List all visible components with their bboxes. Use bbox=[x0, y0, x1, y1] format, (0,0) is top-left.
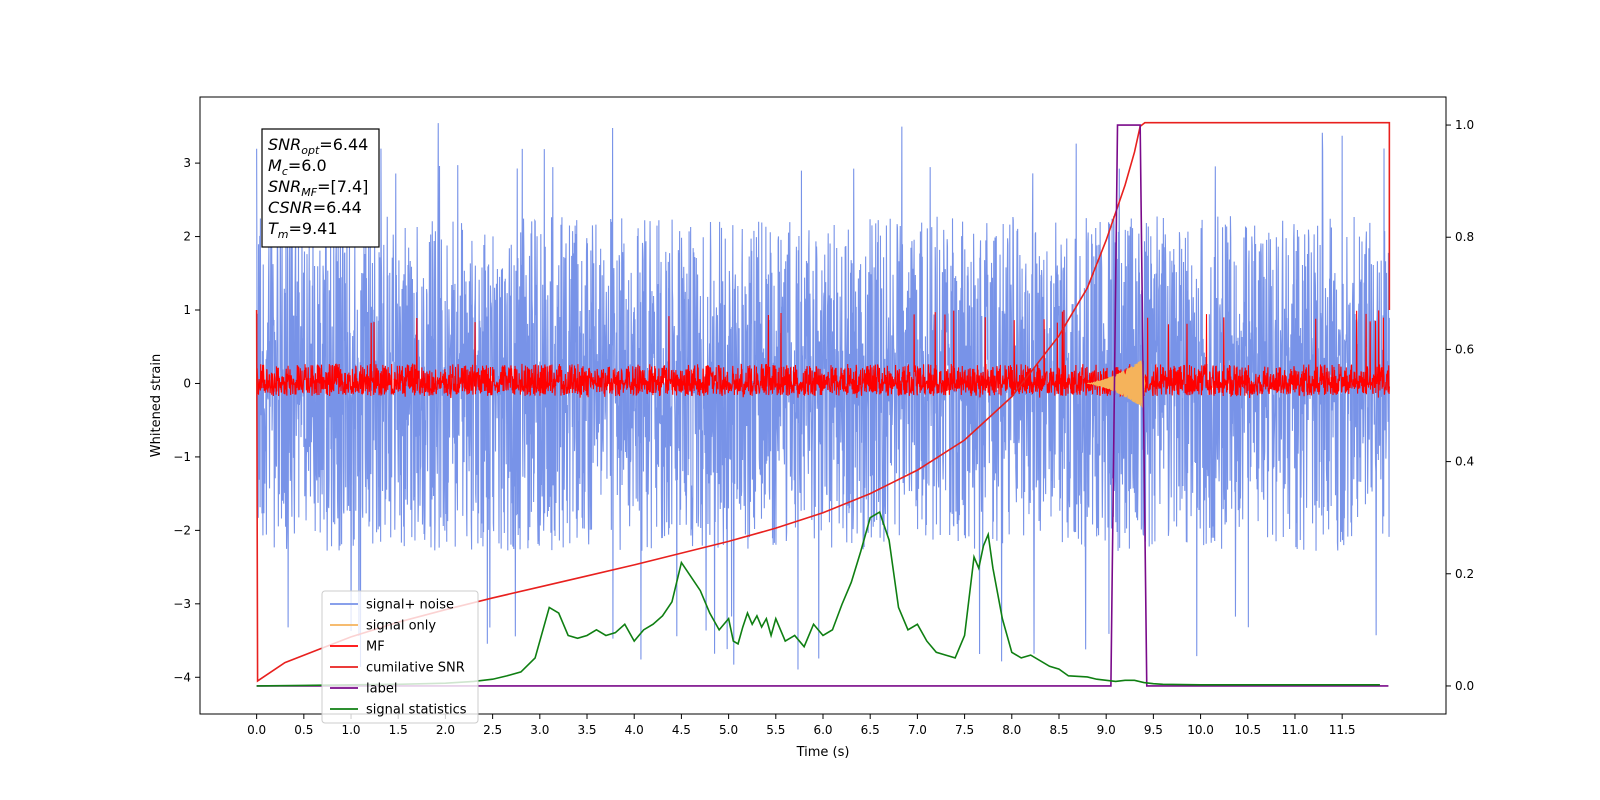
x-tick-label: 7.0 bbox=[908, 723, 927, 737]
legend-label: MF bbox=[366, 640, 385, 655]
x-tick-label: 9.0 bbox=[1097, 723, 1116, 737]
y2-tick-label: 0.6 bbox=[1455, 342, 1474, 356]
series-line-signal-noise bbox=[256, 123, 1390, 670]
x-tick-label: 8.0 bbox=[1002, 723, 1021, 737]
info-line-subscript: opt bbox=[301, 144, 320, 157]
x-tick-label: 4.0 bbox=[625, 723, 644, 737]
series-line-label bbox=[256, 124, 1389, 687]
info-line-value: =9.41 bbox=[289, 219, 338, 238]
x-tick-label: 11.0 bbox=[1282, 723, 1309, 737]
info-line: Mc=6.0 bbox=[268, 156, 327, 178]
legend-label: label bbox=[366, 682, 397, 697]
y-axis: 3 2 1 0 −1 −2 −3 −4 bbox=[173, 156, 200, 684]
x-tick-label: 1.0 bbox=[341, 723, 360, 737]
y-tick-label: −3 bbox=[173, 597, 191, 611]
info-line-subscript: MF bbox=[301, 186, 317, 199]
y-tick-label: 2 bbox=[183, 230, 191, 244]
info-line: SNRMF=[7.4] bbox=[268, 177, 368, 199]
x-tick-label: 1.5 bbox=[389, 723, 408, 737]
x-tick-label: 3.0 bbox=[530, 723, 549, 737]
y2-tick-label: 0.2 bbox=[1455, 567, 1474, 581]
series-line-signal-statistics bbox=[256, 510, 1380, 687]
y2-axis: 1.0 0.8 0.6 0.4 0.2 0.0 bbox=[1446, 118, 1474, 693]
x-tick-label: 3.5 bbox=[577, 723, 596, 737]
info-line-value: =6.44 bbox=[319, 135, 368, 154]
info-line-value: =6.0 bbox=[288, 156, 327, 175]
x-tick-label: 2.5 bbox=[483, 723, 502, 737]
x-tick-label: 5.5 bbox=[766, 723, 785, 737]
y2-tick-label: 1.0 bbox=[1455, 118, 1474, 132]
y-tick-label: 0 bbox=[183, 376, 191, 390]
y2-tick-label: 0.4 bbox=[1455, 455, 1474, 469]
legend-label: cumilative SNR bbox=[366, 661, 465, 676]
series-line-signal-only bbox=[1087, 359, 1146, 408]
legend-label: signal+ noise bbox=[366, 598, 454, 613]
x-tick-label: 7.5 bbox=[955, 723, 974, 737]
series-line-mf bbox=[256, 310, 1390, 399]
x-axis-label: Time (s) bbox=[796, 745, 850, 760]
legend-label: signal statistics bbox=[366, 703, 467, 718]
y2-tick-label: 0.8 bbox=[1455, 230, 1474, 244]
x-tick-label: 0.0 bbox=[247, 723, 266, 737]
x-tick-label: 8.5 bbox=[1049, 723, 1068, 737]
info-line: SNRopt=6.44 bbox=[268, 135, 368, 157]
info-line: CSNR=6.44 bbox=[268, 198, 362, 217]
x-axis: 0.0 0.5 1.0 1.5 2.0 2.5 3.0 3.5 4.0 4.5 5.0 5.5 6.0 6… bbox=[247, 714, 1356, 737]
x-tick-label: 2.0 bbox=[436, 723, 455, 737]
info-line-subscript: m bbox=[278, 228, 289, 241]
y-tick-label: 1 bbox=[183, 303, 191, 317]
info-line-symbol: M bbox=[268, 156, 282, 175]
x-tick-label: 4.5 bbox=[672, 723, 691, 737]
y-tick-label: −2 bbox=[173, 523, 191, 537]
noise-layer bbox=[256, 123, 1390, 670]
x-tick-label: 0.5 bbox=[294, 723, 313, 737]
info-line-subscript: c bbox=[282, 165, 288, 178]
x-tick-label: 10.5 bbox=[1234, 723, 1261, 737]
info-line: Tm=9.41 bbox=[268, 219, 338, 241]
x-tick-label: 6.0 bbox=[813, 723, 832, 737]
legend-frame bbox=[321, 590, 479, 724]
y2-tick-label: 0.0 bbox=[1455, 679, 1474, 693]
x-tick-label: 5.0 bbox=[719, 723, 738, 737]
x-tick-label: 10.0 bbox=[1187, 723, 1214, 737]
info-line-symbol: T bbox=[268, 219, 279, 238]
y-tick-label: −4 bbox=[173, 670, 191, 684]
info-box: SNRopt=6.44Mc=6.0SNRMF=[7.4]CSNR=6.44Tm=… bbox=[261, 128, 380, 248]
info-line-symbol: CSNR bbox=[268, 198, 313, 217]
info-line-value: =[7.4] bbox=[317, 177, 368, 196]
info-line-symbol: SNR bbox=[268, 135, 301, 154]
info-box-frame bbox=[261, 128, 380, 248]
legend-label: signal only bbox=[366, 619, 436, 634]
info-line-value: =6.44 bbox=[313, 198, 362, 217]
legend: signal+ noise signal only MF cumilative SNR… bbox=[321, 590, 479, 724]
x-tick-label: 6.5 bbox=[861, 723, 880, 737]
y-tick-label: 3 bbox=[183, 156, 191, 170]
y-axis-label: Whitened strain bbox=[149, 354, 164, 457]
x-tick-label: 11.5 bbox=[1329, 723, 1356, 737]
info-line-symbol: SNR bbox=[268, 177, 301, 196]
x-tick-label: 9.5 bbox=[1144, 723, 1163, 737]
y-tick-label: −1 bbox=[173, 450, 191, 464]
